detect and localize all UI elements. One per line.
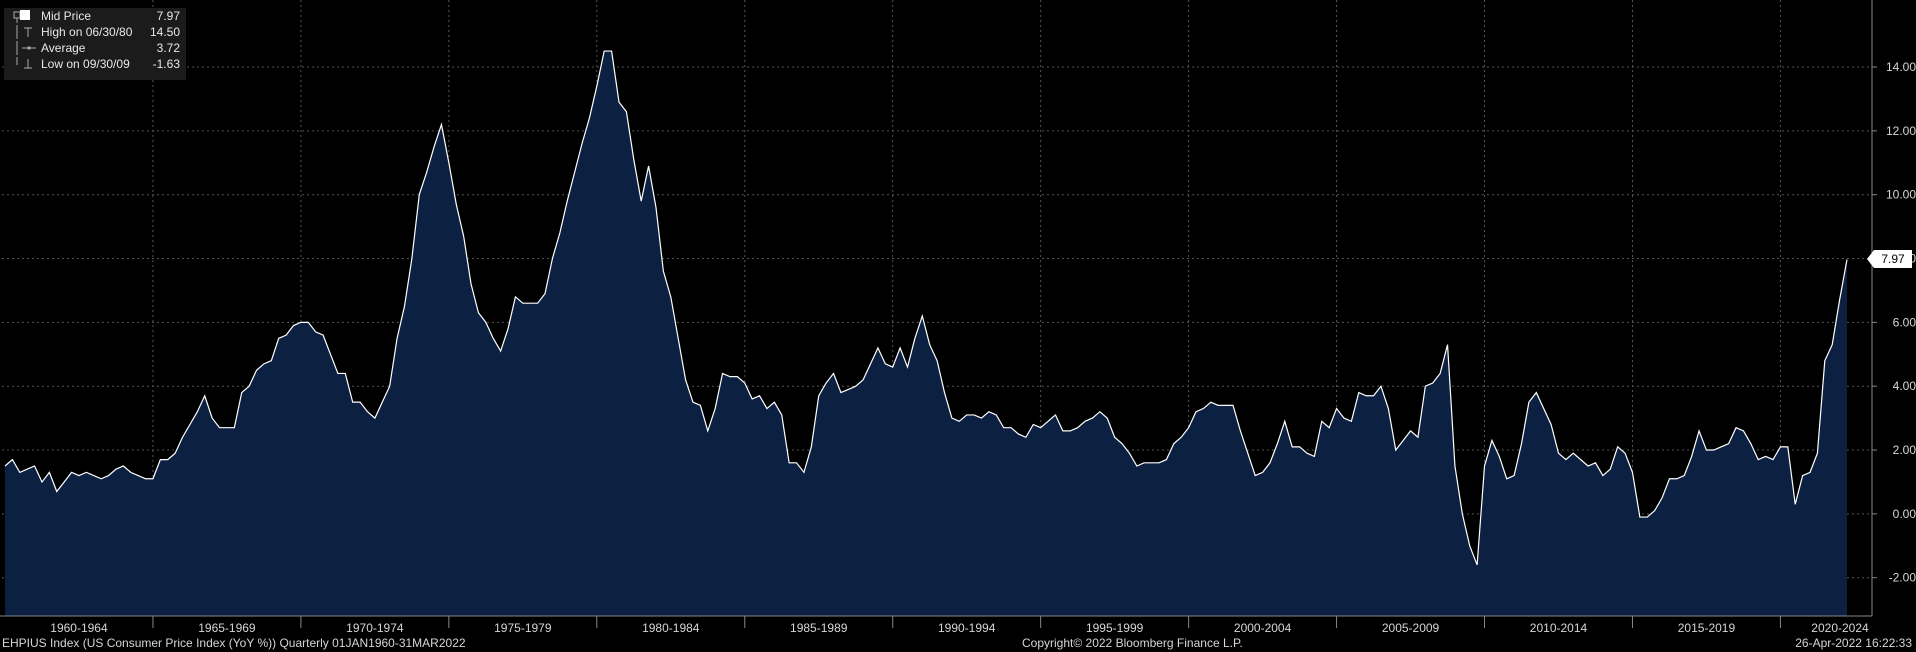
legend-label: Low on 09/30/09 [41, 57, 130, 71]
x-tick-label: 1970-1974 [346, 621, 404, 635]
x-tick-label: 2000-2004 [1234, 621, 1292, 635]
footer-copyright: Copyright© 2022 Bloomberg Finance L.P. [1022, 636, 1243, 650]
x-tick-label: 2005-2009 [1382, 621, 1440, 635]
legend: Mid Price 7.97 High on 06/30/80 14.50 Av… [4, 8, 186, 80]
x-tick-label: 1960-1964 [50, 621, 108, 635]
legend-value: 14.50 [149, 25, 180, 39]
cpi-area [5, 51, 1847, 616]
y-tick-label: 2.00 [1893, 443, 1916, 457]
x-tick-label: 2015-2019 [1678, 621, 1736, 635]
x-tick-label: 1990-1994 [938, 621, 996, 635]
legend-label: High on 06/30/80 [41, 25, 133, 39]
legend-average: Average 3.72 [4, 40, 186, 56]
x-tick-label: 1995-1999 [1086, 621, 1144, 635]
x-tick-label: 1975-1979 [494, 621, 552, 635]
legend-value: -1.63 [152, 57, 180, 71]
mid-price-swatch [20, 10, 30, 20]
x-tick-label: 2020-2024 [1811, 621, 1869, 635]
x-tick-label: 1985-1989 [790, 621, 848, 635]
x-tick-label: 2010-2014 [1530, 621, 1588, 635]
legend-low: Low on 09/30/09 -1.63 [4, 56, 186, 72]
legend-mid-price: Mid Price 7.97 [4, 8, 186, 24]
low-marker-icon [16, 57, 32, 69]
footer-ticker: EHPIUS Index (US Consumer Price Index (Y… [2, 636, 466, 650]
y-tick-label: 12.00 [1886, 124, 1916, 138]
y-tick-label: -2.00 [1889, 571, 1916, 585]
y-tick-label: 10.00 [1886, 188, 1916, 202]
cpi-line [4, 50, 1848, 566]
legend-label: Mid Price [41, 9, 92, 23]
legend-value: 7.97 [156, 9, 180, 23]
last-value-tag: 7.97 [1867, 250, 1912, 268]
x-tick-label: 1980-1984 [642, 621, 700, 635]
footer-timestamp: 26-Apr-2022 16:22:33 [1795, 636, 1912, 650]
legend-value: 3.72 [156, 41, 180, 55]
legend-label: Average [41, 41, 86, 55]
x-tick-labels: 1960-1964 1965-1969 1970-1974 1975-1979 1980… [50, 621, 1869, 635]
y-tick-label: 0.00 [1893, 507, 1916, 521]
high-marker-icon [16, 25, 32, 39]
y-tick-label: 6.00 [1893, 315, 1916, 329]
y-tick-label: 14.00 [1886, 60, 1916, 74]
footer: EHPIUS Index (US Consumer Price Index (Y… [0, 635, 1916, 652]
average-marker-icon [16, 41, 36, 55]
legend-high: High on 06/30/80 14.50 [4, 24, 186, 40]
x-tick-label: 1965-1969 [198, 621, 256, 635]
y-tick-label: 4.00 [1893, 379, 1916, 393]
